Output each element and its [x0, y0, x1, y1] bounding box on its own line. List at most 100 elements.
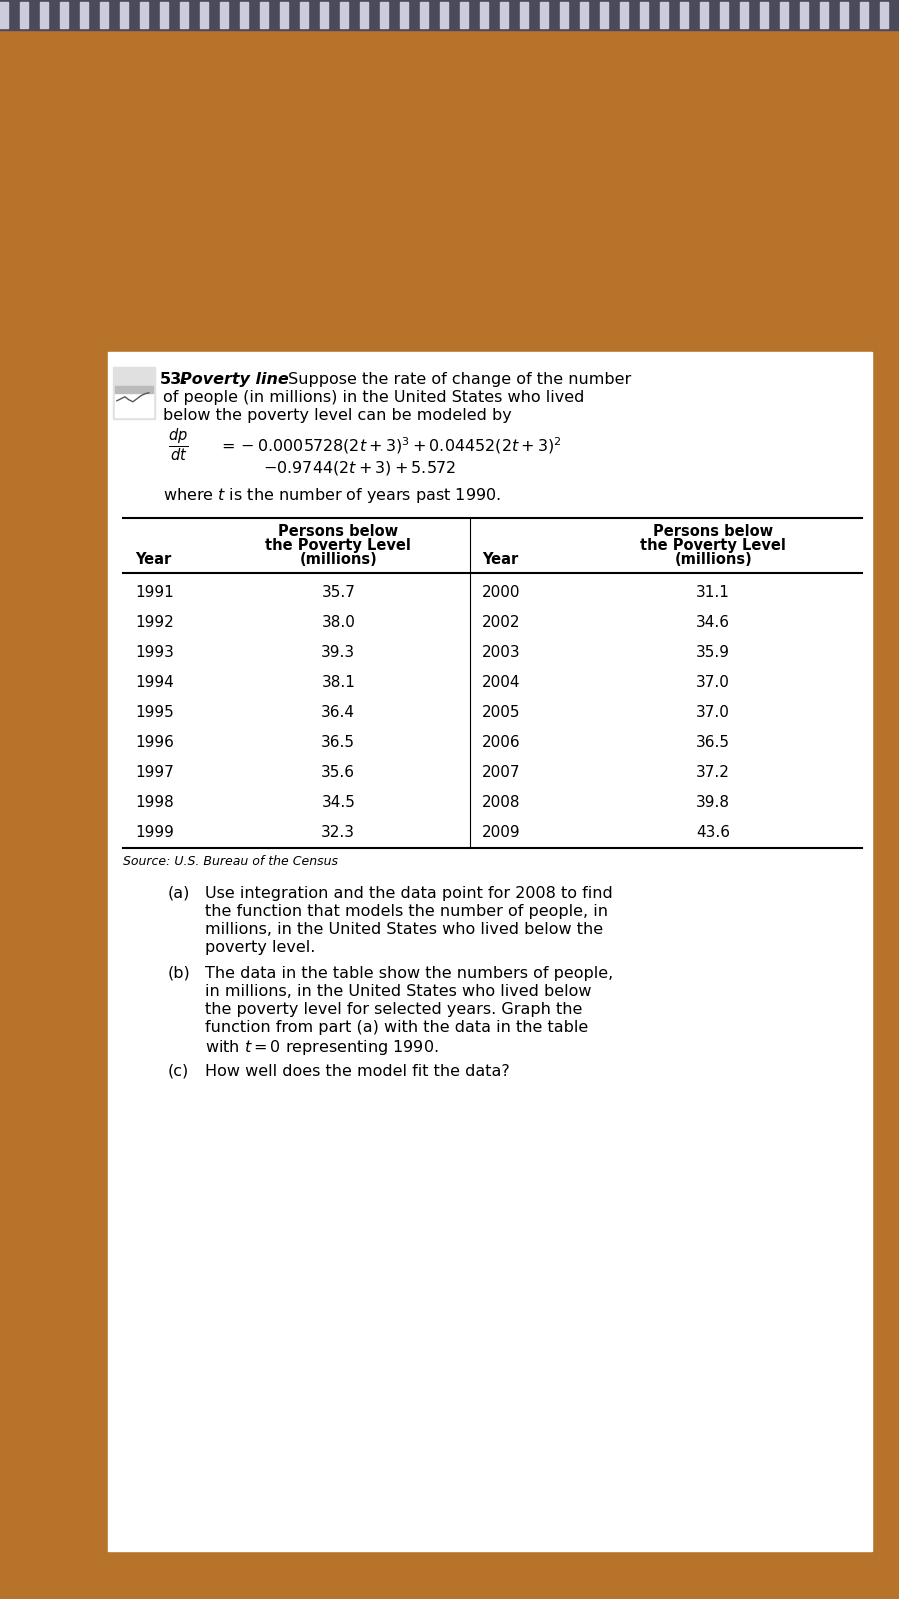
- Text: the function that models the number of people, in: the function that models the number of p…: [205, 903, 608, 919]
- Text: (b): (b): [168, 966, 191, 980]
- Text: 35.6: 35.6: [321, 764, 355, 780]
- Bar: [240, 2, 248, 29]
- Bar: [580, 2, 588, 29]
- Bar: [113, 366, 155, 419]
- Text: 1992: 1992: [135, 614, 174, 630]
- Bar: [720, 2, 728, 29]
- Text: 2007: 2007: [482, 764, 521, 780]
- Text: 1996: 1996: [135, 736, 174, 750]
- Bar: [760, 2, 768, 29]
- Text: 2000: 2000: [482, 585, 521, 600]
- Bar: [220, 2, 228, 29]
- Text: 2006: 2006: [482, 736, 521, 750]
- Bar: [840, 2, 848, 29]
- Text: 1997: 1997: [135, 764, 174, 780]
- Text: 34.6: 34.6: [696, 614, 730, 630]
- Text: Year: Year: [135, 552, 171, 568]
- Text: 43.6: 43.6: [696, 825, 730, 839]
- Text: 35.7: 35.7: [321, 585, 355, 600]
- Bar: [380, 2, 388, 29]
- Text: (a): (a): [168, 886, 191, 900]
- Bar: [280, 2, 288, 29]
- Text: 37.2: 37.2: [696, 764, 730, 780]
- Text: (c): (c): [168, 1063, 189, 1079]
- Bar: [500, 2, 508, 29]
- Text: 2008: 2008: [482, 795, 521, 809]
- Text: Suppose the rate of change of the number: Suppose the rate of change of the number: [283, 373, 631, 387]
- Text: 39.3: 39.3: [321, 644, 355, 660]
- Bar: [820, 2, 828, 29]
- Bar: [0, 2, 8, 29]
- Bar: [100, 2, 108, 29]
- Text: 32.3: 32.3: [321, 825, 355, 839]
- Bar: [40, 2, 48, 29]
- Bar: [0, 0, 899, 30]
- Text: Persons below: Persons below: [278, 524, 398, 539]
- Bar: [108, 352, 872, 1551]
- Bar: [440, 2, 448, 29]
- Bar: [20, 2, 28, 29]
- Text: 1995: 1995: [135, 705, 174, 720]
- Bar: [780, 2, 788, 29]
- Text: 2003: 2003: [482, 644, 521, 660]
- Bar: [115, 385, 153, 393]
- Bar: [480, 2, 488, 29]
- Text: 1999: 1999: [135, 825, 174, 839]
- Bar: [740, 2, 748, 29]
- Text: Source: U.S. Bureau of the Census: Source: U.S. Bureau of the Census: [123, 855, 338, 868]
- Text: The data in the table show the numbers of people,: The data in the table show the numbers o…: [205, 966, 613, 980]
- Bar: [880, 2, 888, 29]
- Text: 53.: 53.: [160, 373, 188, 387]
- Text: 1998: 1998: [135, 795, 174, 809]
- Bar: [340, 2, 348, 29]
- Bar: [660, 2, 668, 29]
- Text: 39.8: 39.8: [696, 795, 730, 809]
- Bar: [115, 393, 153, 417]
- Bar: [140, 2, 148, 29]
- Bar: [860, 2, 868, 29]
- Bar: [700, 2, 708, 29]
- Text: poverty level.: poverty level.: [205, 940, 316, 955]
- Text: in millions, in the United States who lived below: in millions, in the United States who li…: [205, 983, 592, 999]
- Text: 38.1: 38.1: [321, 675, 355, 689]
- Text: 2004: 2004: [482, 675, 521, 689]
- Bar: [600, 2, 608, 29]
- Bar: [460, 2, 468, 29]
- Bar: [260, 2, 268, 29]
- Text: Persons below: Persons below: [653, 524, 773, 539]
- Text: where $t$ is the number of years past 1990.: where $t$ is the number of years past 19…: [163, 486, 501, 505]
- Text: 2002: 2002: [482, 614, 521, 630]
- Text: 31.1: 31.1: [696, 585, 730, 600]
- Bar: [520, 2, 528, 29]
- Text: How well does the model fit the data?: How well does the model fit the data?: [205, 1063, 510, 1079]
- Text: the Poverty Level: the Poverty Level: [265, 539, 411, 553]
- Text: $- 0.9744(2t + 3) + 5.572$: $- 0.9744(2t + 3) + 5.572$: [263, 459, 456, 477]
- Bar: [300, 2, 308, 29]
- Text: the Poverty Level: the Poverty Level: [640, 539, 786, 553]
- Text: the poverty level for selected years. Graph the: the poverty level for selected years. Gr…: [205, 1003, 583, 1017]
- Text: 36.5: 36.5: [696, 736, 730, 750]
- Text: 37.0: 37.0: [696, 675, 730, 689]
- Text: 1991: 1991: [135, 585, 174, 600]
- Bar: [400, 2, 408, 29]
- Bar: [320, 2, 328, 29]
- Text: Year: Year: [482, 552, 519, 568]
- Bar: [620, 2, 628, 29]
- Bar: [640, 2, 648, 29]
- Text: 36.4: 36.4: [321, 705, 355, 720]
- Bar: [180, 2, 188, 29]
- Text: 2005: 2005: [482, 705, 521, 720]
- Bar: [120, 2, 128, 29]
- Text: (millions): (millions): [674, 552, 752, 568]
- Text: with $t = 0$ representing 1990.: with $t = 0$ representing 1990.: [205, 1038, 439, 1057]
- Text: $= -0.0005728(2t + 3)^3 + 0.04452(2t + 3)^2$: $= -0.0005728(2t + 3)^3 + 0.04452(2t + 3…: [218, 435, 562, 456]
- Bar: [160, 2, 168, 29]
- Text: 1994: 1994: [135, 675, 174, 689]
- Text: 37.0: 37.0: [696, 705, 730, 720]
- Bar: [60, 2, 68, 29]
- Text: 34.5: 34.5: [321, 795, 355, 809]
- Bar: [680, 2, 688, 29]
- Text: 2009: 2009: [482, 825, 521, 839]
- Text: of people (in millions) in the United States who lived: of people (in millions) in the United St…: [163, 390, 584, 405]
- Bar: [80, 2, 88, 29]
